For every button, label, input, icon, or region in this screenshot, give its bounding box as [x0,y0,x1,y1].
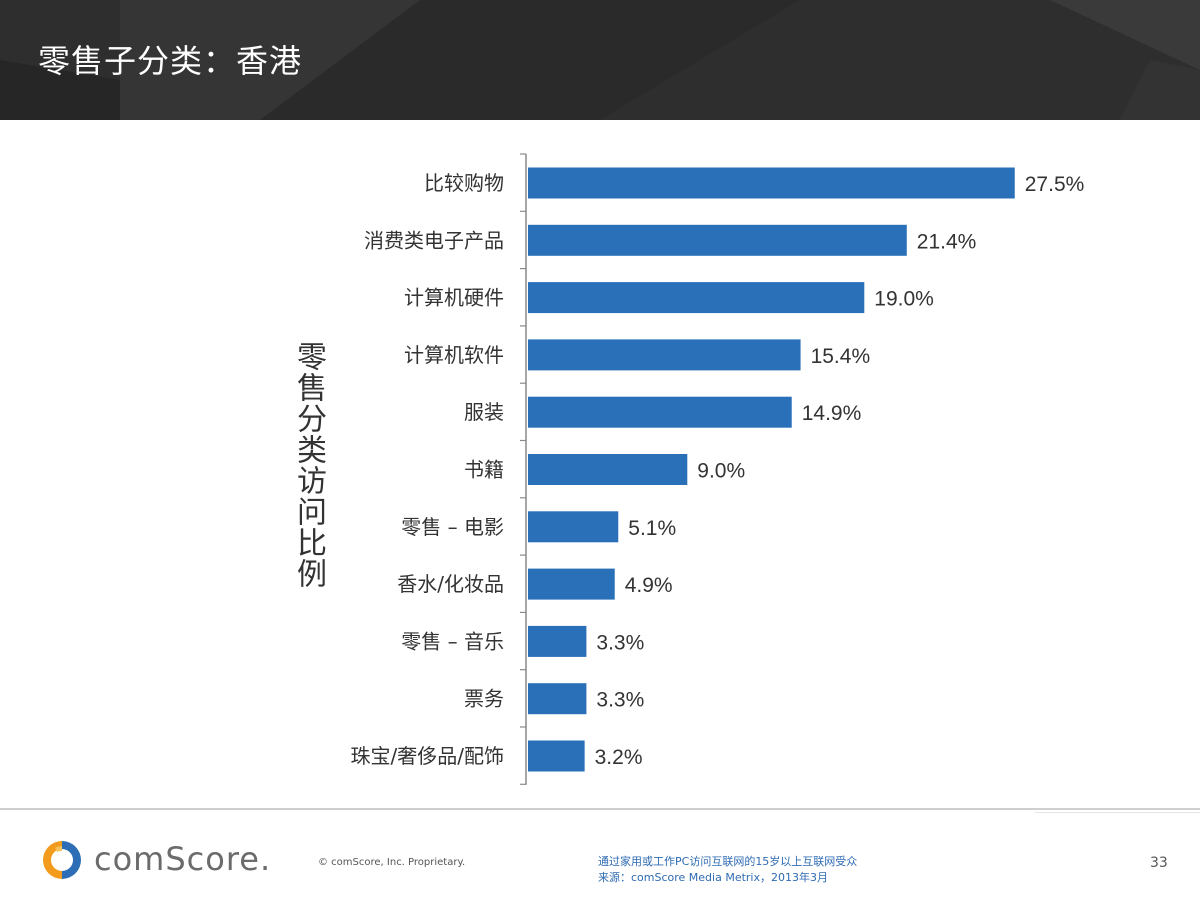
data-label: 19.0% [874,288,934,311]
data-label: 21.4% [917,230,977,253]
copyright-text: © comScore, Inc. Proprietary. [318,857,466,868]
bar [528,625,587,657]
category-label: 零售 – 音乐 [401,629,504,653]
comscore-logo: comScore. [40,838,280,882]
bar-chart: 比较购物 27.5% 消费类电子产品 21.4% 计算机硬件 19.0% 计算机软件 15.4… [351,153,1085,785]
bar [528,224,907,256]
slide-header: 零售子分类：香港 [0,0,1200,120]
source-note: 通过家用或工作PC访问互联网的15岁以上互联网受众 来源：comScore Me… [598,854,857,886]
category-label: 计算机软件 [404,343,504,367]
category-label: 计算机硬件 [404,286,504,310]
bar [528,740,585,772]
header-background [0,0,1200,120]
data-label: 4.9% [625,574,673,597]
bar [528,167,1015,199]
bar [528,683,587,715]
category-label: 珠宝/奢侈品/配饰 [351,744,504,768]
data-label: 3.2% [595,746,643,769]
bar [528,339,801,371]
bar [528,511,619,543]
category-label: 零售 – 电影 [401,515,504,539]
slide-title: 零售子分类：香港 [38,42,303,80]
data-label: 9.0% [697,460,745,483]
comscore-logo-icon [43,841,81,879]
comscore-logo-text: comScore. [94,840,272,878]
category-label: 书籍 [464,458,504,482]
bar [528,568,615,600]
data-label: 27.5% [1025,173,1085,196]
y-axis-title: 零售分类访问比例 [291,341,326,589]
data-label: 3.3% [596,689,644,712]
category-label: 服装 [464,400,504,424]
data-label: 15.4% [811,345,871,368]
data-label: 5.1% [628,517,676,540]
page-number: 33 [1150,855,1168,871]
category-label: 票务 [464,687,504,711]
source-note-source: 来源：comScore Media Metrix，2013年3月 [598,871,828,884]
source-note-audience: 通过家用或工作PC访问互联网的15岁以上互联网受众 [598,855,858,868]
bar [528,454,688,485]
bar [528,282,865,314]
footer-divider [0,808,1200,810]
data-label: 14.9% [802,402,862,425]
footer-divider-accent [1035,812,1200,813]
category-label: 香水/化妆品 [397,572,504,596]
data-label: 3.3% [596,631,644,654]
bar [528,396,792,428]
category-label: 消费类电子产品 [364,228,504,252]
category-label: 比较购物 [424,171,504,195]
